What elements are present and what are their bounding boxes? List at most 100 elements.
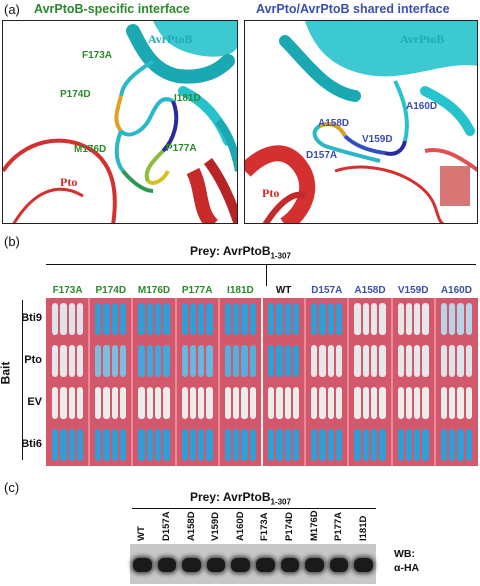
yeast-streak	[268, 303, 275, 335]
yeast-spot	[437, 427, 476, 463]
yeast-streak	[449, 387, 456, 419]
yeast-streak	[241, 345, 248, 377]
yeast-streak	[465, 303, 472, 335]
yeast-streak	[233, 303, 240, 335]
yeast-streak	[336, 303, 343, 335]
yeast-spot	[437, 343, 476, 379]
row-label: Pto	[24, 354, 42, 366]
yeast-streak	[76, 345, 84, 377]
panel-a-right-title: AvrPto/AvrPtoB shared interface	[256, 2, 450, 16]
yeast-streak	[138, 303, 145, 335]
yeast-streak	[138, 345, 145, 377]
yeast-streak	[163, 303, 170, 335]
yeast-streak	[465, 429, 472, 461]
blot-band	[206, 558, 226, 572]
yeast-spot	[134, 427, 173, 463]
yeast-spot	[307, 301, 346, 337]
yeast-streak	[181, 303, 188, 335]
panel-c-prey-label: Prey:	[190, 490, 221, 504]
yeast-streak	[336, 345, 343, 377]
column-label: A160D	[440, 285, 472, 296]
yeast-streak	[241, 387, 248, 419]
yeast-streak	[311, 345, 318, 377]
yeast-streak	[95, 387, 102, 419]
panel-c-label: (c)	[4, 480, 20, 495]
yeast-streak	[224, 429, 232, 461]
yeast-streak	[154, 387, 162, 419]
yeast-streak	[292, 429, 300, 461]
plate-divider	[217, 298, 220, 466]
panel-c-prey-name: AvrPtoB	[222, 490, 271, 504]
yeast-streak	[146, 303, 153, 335]
lane-label: P177A	[333, 511, 345, 541]
yeast-streak	[362, 345, 369, 377]
yeast-streak	[422, 303, 429, 335]
panel-b-label: (b)	[4, 234, 20, 249]
yeast-streak	[268, 387, 275, 419]
yeast-spot	[178, 343, 217, 379]
yeast-streak	[379, 303, 386, 335]
left-avrptob-label: AvrPtoB	[148, 32, 193, 46]
yeast-streak	[224, 345, 232, 377]
yeast-streak	[397, 345, 404, 377]
yeast-streak	[120, 345, 127, 377]
yeast-spot	[134, 385, 173, 421]
yeast-streak	[292, 387, 300, 419]
yeast-streak	[284, 429, 291, 461]
yeast-streak	[198, 387, 205, 419]
yeast-spot	[221, 343, 260, 379]
yeast-streak	[449, 429, 456, 461]
yeast-streak	[198, 429, 205, 461]
yeast-streak	[68, 387, 75, 419]
yeast-streak	[457, 303, 464, 335]
yeast-streak	[249, 303, 256, 335]
yeast-streak	[189, 303, 197, 335]
yeast-streak	[60, 387, 67, 419]
yeast-streak	[319, 429, 326, 461]
yeast-streak	[276, 429, 283, 461]
yeast-streak	[268, 429, 275, 461]
yeast-streak	[198, 303, 205, 335]
yeast-streak	[319, 303, 326, 335]
column-label: I181D	[227, 285, 254, 296]
mut-label-V159D: V159D	[362, 134, 393, 145]
yeast-streak	[414, 429, 421, 461]
yeast-streak	[103, 429, 110, 461]
yeast-streak	[276, 303, 283, 335]
structure-right-render	[245, 21, 477, 223]
yeast-streak	[249, 345, 256, 377]
yeast-streak	[354, 345, 361, 377]
wb-label: WB:	[394, 548, 415, 560]
yeast-streak	[440, 345, 448, 377]
yeast-streak	[370, 345, 378, 377]
yeast-spot	[48, 343, 87, 379]
yeast-streak	[336, 387, 343, 419]
panel-a-label: (a)	[4, 2, 20, 17]
column-label: WT	[275, 285, 292, 296]
plate-divider	[174, 298, 177, 466]
yeast-streak	[60, 345, 67, 377]
panel-a-left-title: AvrPtoB-specific interface	[34, 2, 190, 16]
yeast-spot	[91, 343, 130, 379]
mut-label-P174D: P174D	[60, 89, 91, 100]
yeast-streak	[414, 345, 421, 377]
column-label: V159D	[397, 285, 429, 296]
prey-rule	[46, 264, 476, 265]
yeast-streak	[457, 345, 464, 377]
right-avrptob-label: AvrPtoB	[400, 32, 445, 46]
yeast-streak	[414, 387, 421, 419]
mut-label-D157A: D157A	[306, 150, 338, 161]
yeast-streak	[292, 345, 300, 377]
column-label: P174D	[95, 285, 127, 296]
yeast-spot	[350, 385, 389, 421]
yeast-spot	[264, 343, 303, 379]
yeast-streak	[181, 345, 188, 377]
panel-b-prey-name: AvrPtoB	[222, 244, 271, 258]
yeast-spot	[221, 385, 260, 421]
lane-label: WT	[136, 526, 148, 541]
plate-divider	[390, 298, 393, 466]
yeast-streak	[311, 387, 318, 419]
lane-label: M176D	[308, 510, 320, 541]
mut-label-P177A: P177A	[166, 143, 197, 154]
yeast-spot	[264, 427, 303, 463]
